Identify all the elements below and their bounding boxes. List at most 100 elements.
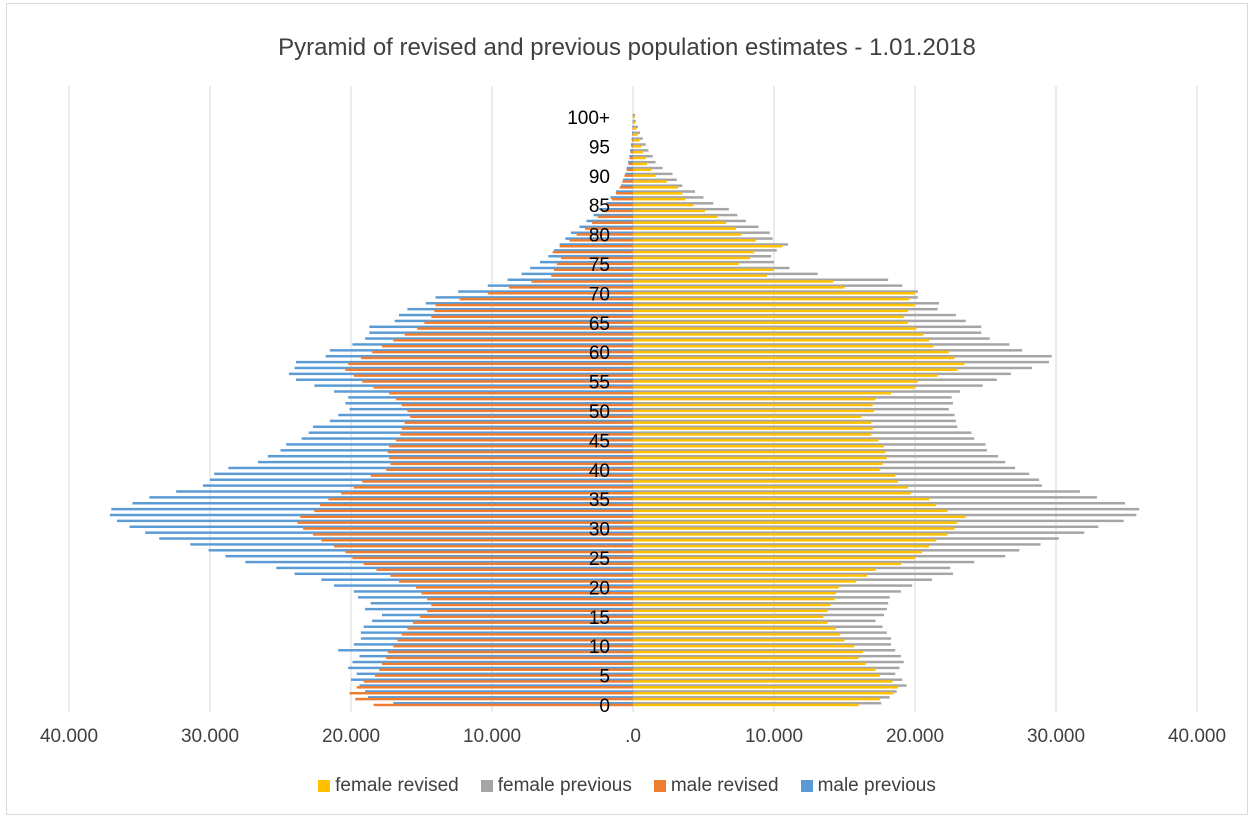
male-revised-bar — [397, 639, 633, 642]
female-revised-bar — [633, 644, 855, 648]
male-previous-bar — [348, 666, 633, 670]
male-previous-bar — [314, 384, 633, 387]
female-previous-bar — [633, 454, 999, 458]
female-previous-bar — [633, 184, 683, 187]
male-revised-bar — [356, 686, 633, 689]
male-revised-bar — [314, 509, 633, 513]
female-previous-bar — [633, 325, 982, 329]
male-revised-bar — [559, 245, 633, 248]
male-revised-bar — [390, 462, 633, 466]
female-revised-bar — [633, 145, 642, 148]
y-tick-label: 80 — [589, 226, 610, 247]
male-previous-bar — [280, 449, 633, 452]
male-previous-bar — [267, 454, 633, 458]
male-previous-bar — [116, 519, 633, 523]
y-tick-label: 85 — [589, 196, 610, 217]
female-revised-bar — [633, 292, 915, 295]
female-revised-bar — [633, 356, 955, 360]
female-previous-bar — [633, 484, 1042, 487]
female-revised-bar — [633, 580, 856, 583]
x-tick-label: 40.000 — [40, 726, 98, 747]
male-previous-bar — [570, 231, 633, 234]
female-revised-bar — [633, 409, 875, 413]
male-previous-bar — [257, 460, 633, 464]
male-previous-bar — [149, 496, 633, 499]
x-tick-label: 40.000 — [1168, 726, 1226, 747]
male-revised-bar — [372, 350, 633, 354]
female-previous-bar — [633, 125, 638, 129]
male-revised-bar — [624, 174, 633, 177]
male-previous-bar — [629, 155, 633, 158]
male-previous-bar — [360, 637, 633, 640]
female-revised-bar — [633, 562, 901, 566]
female-revised-bar — [633, 639, 845, 642]
male-previous-bar — [360, 631, 633, 634]
male-previous-bar — [630, 143, 633, 146]
female-revised-bar — [633, 233, 742, 236]
male-previous-bar — [363, 625, 633, 628]
female-revised-bar — [633, 621, 828, 624]
female-revised-bar — [633, 303, 915, 307]
female-previous-bar — [633, 337, 990, 340]
male-previous-bar — [621, 184, 633, 187]
male-revised-bar — [632, 121, 634, 124]
y-tick-label: 60 — [589, 343, 610, 364]
male-previous-bar — [345, 402, 633, 405]
male-revised-bar — [628, 162, 633, 166]
female-revised-bar — [633, 456, 887, 460]
female-previous-bar — [633, 578, 932, 581]
female-previous-bar — [633, 313, 956, 317]
female-previous-bar — [633, 643, 892, 646]
female-revised-bar — [633, 215, 718, 219]
y-tick-label: 65 — [589, 314, 610, 335]
male-revised-bar — [404, 333, 633, 336]
male-previous-bar — [214, 472, 634, 476]
x-tick-label: 30.000 — [181, 726, 239, 747]
female-previous-bar — [633, 419, 956, 423]
y-tick-label: 10 — [589, 637, 610, 658]
male-previous-bar — [338, 413, 633, 417]
male-previous-bar — [487, 284, 633, 287]
male-previous-bar — [382, 613, 633, 617]
legend-item: male revised — [653, 775, 779, 797]
male-previous-bar — [351, 678, 633, 681]
male-revised-bar — [404, 421, 633, 424]
x-tick-label: 20.000 — [886, 726, 944, 747]
female-revised-bar — [633, 315, 904, 319]
female-previous-bar — [633, 601, 889, 605]
legend-label: female revised — [335, 775, 459, 796]
male-previous-bar — [367, 696, 633, 699]
male-previous-bar — [202, 484, 633, 487]
female-previous-bar — [633, 266, 790, 270]
male-revised-bar — [556, 262, 633, 266]
male-previous-bar — [359, 684, 633, 687]
female-previous-bar — [633, 137, 643, 140]
female-revised-bar — [633, 674, 880, 677]
male-revised-bar — [632, 127, 633, 130]
male-previous-bar — [228, 466, 633, 470]
female-previous-bar — [633, 343, 1010, 346]
female-previous-bar — [633, 513, 1137, 517]
y-tick-label: 20 — [589, 578, 610, 599]
male-previous-bar — [554, 249, 633, 252]
male-previous-bar — [548, 255, 633, 258]
female-revised-bar — [633, 586, 839, 589]
y-tick-label: 30 — [589, 520, 610, 541]
female-revised-bar — [633, 486, 908, 489]
female-revised-bar — [633, 115, 635, 119]
female-revised-bar — [633, 503, 937, 507]
y-tick-label: 75 — [589, 255, 610, 276]
female-previous-bar — [633, 496, 1097, 499]
male-revised-bar — [328, 497, 633, 501]
male-previous-bar — [349, 407, 633, 411]
female-previous-bar — [633, 149, 649, 152]
female-revised-bar — [633, 309, 908, 313]
male-previous-bar — [539, 260, 633, 264]
female-revised-bar — [633, 192, 683, 195]
male-revised-bar — [379, 668, 633, 671]
male-previous-bar — [352, 343, 633, 346]
male-previous-bar — [632, 125, 633, 129]
male-revised-bar — [630, 150, 633, 154]
female-previous-bar — [633, 196, 704, 199]
male-previous-bar — [632, 131, 633, 134]
